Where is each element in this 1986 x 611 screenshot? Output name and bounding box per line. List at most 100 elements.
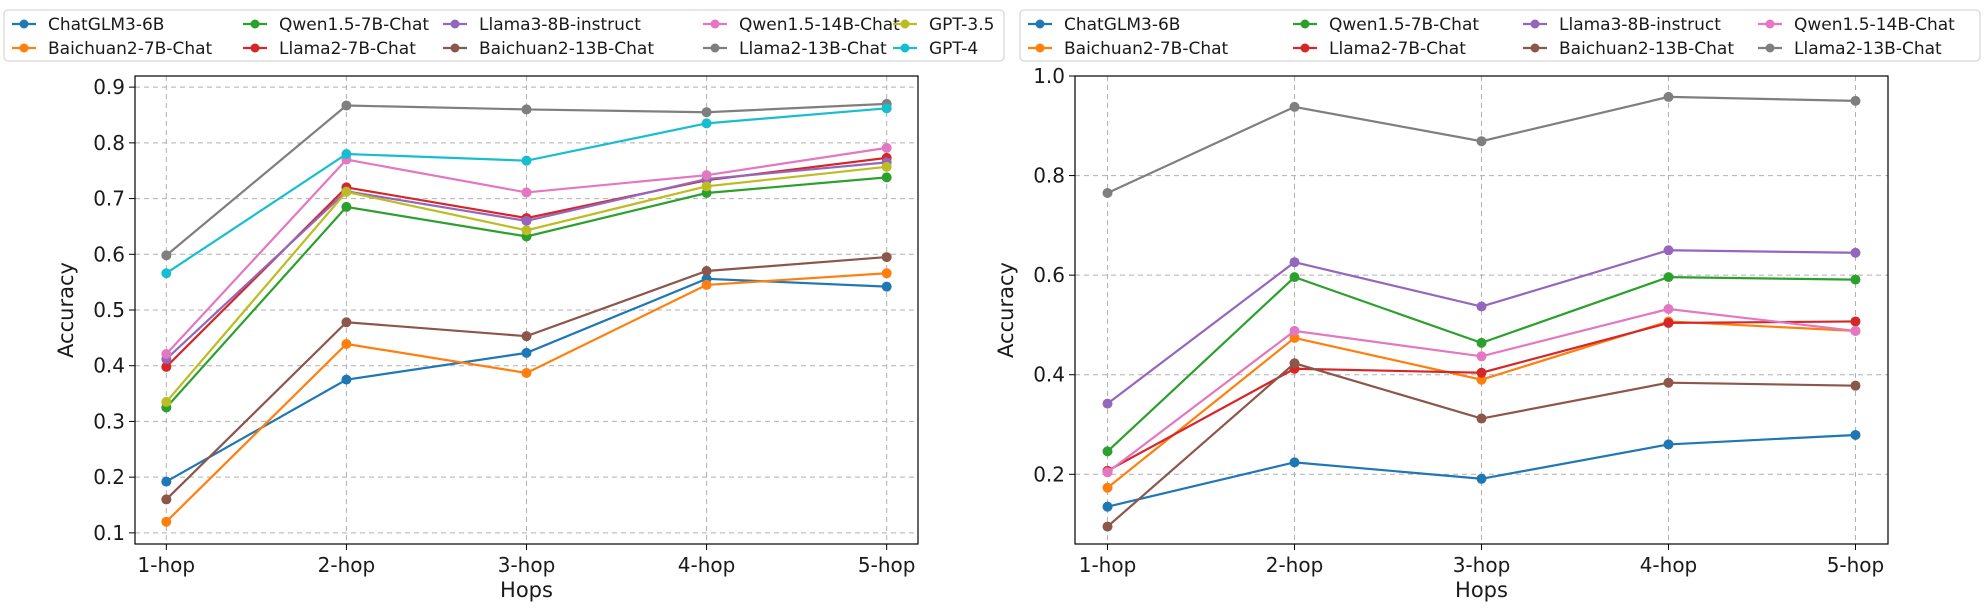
- right-chart: 0.2 0.4 0.6 0.8 1.0 1-hop 2-hop 3-hop 4-hop 5-hop…: [994, 9, 1981, 602]
- series-qwen1-5-14b-chat: [1102, 304, 1861, 478]
- data-point: [521, 215, 532, 226]
- legend-label: Qwen1.5-14B-Chat: [739, 15, 900, 35]
- legend-item: Qwen1.5-14B-Chat: [1758, 15, 1955, 35]
- legend-marker: [710, 43, 720, 53]
- legend-item: Qwen1.5-7B-Chat: [1293, 15, 1479, 35]
- data-point: [161, 250, 172, 261]
- data-point: [161, 494, 172, 505]
- legend-marker: [1765, 19, 1775, 29]
- series-llama2-13b-chat: [1102, 91, 1861, 198]
- data-point: [1850, 429, 1861, 440]
- series-llama3-8b-instruct: [1102, 245, 1861, 409]
- series-gpt-3-5: [161, 161, 892, 407]
- data-point: [521, 347, 532, 358]
- data-point: [1289, 257, 1300, 268]
- legend-item: Llama3-8B-instruct: [443, 15, 641, 35]
- data-point: [881, 281, 892, 292]
- legend-marker: [19, 19, 29, 29]
- data-point: [161, 361, 172, 372]
- y-tick-label: 1.0: [1033, 64, 1065, 88]
- legend-item: Llama2-7B-Chat: [243, 39, 416, 59]
- legend-item: GPT-3.5: [893, 15, 994, 35]
- data-point: [701, 118, 712, 129]
- legend-item: Baichuan2-13B-Chat: [443, 39, 654, 59]
- data-point: [701, 170, 712, 181]
- legend-marker: [1765, 43, 1775, 53]
- data-point: [1289, 358, 1300, 369]
- legend-marker: [250, 43, 260, 53]
- legend-label: GPT-4: [929, 39, 978, 59]
- legend-item: Llama2-13B-Chat: [703, 39, 887, 59]
- data-point: [521, 331, 532, 342]
- data-point: [701, 266, 712, 276]
- legend-label: Baichuan2-7B-Chat: [1064, 39, 1229, 59]
- data-point: [1663, 317, 1674, 328]
- x-axis-label: Hops: [1455, 578, 1508, 602]
- legend-label: Qwen1.5-14B-Chat: [1794, 15, 1955, 35]
- legend-marker: [1035, 19, 1045, 29]
- legend-item: ChatGLM3-6B: [1028, 15, 1180, 35]
- data-point: [1476, 413, 1487, 424]
- legend-item: Baichuan2-7B-Chat: [1028, 39, 1229, 59]
- legend-box: [1019, 9, 1981, 62]
- y-tick-label: 0.2: [1033, 462, 1065, 486]
- legend-marker: [250, 19, 260, 29]
- data-point: [1663, 91, 1674, 102]
- data-point: [1102, 501, 1113, 512]
- y-axis-label: Accuracy: [54, 262, 78, 358]
- data-point: [341, 338, 352, 349]
- data-point: [521, 187, 532, 198]
- data-point: [1289, 457, 1300, 468]
- legend-item: Baichuan2-7B-Chat: [12, 39, 213, 59]
- data-point: [1289, 272, 1300, 283]
- legend-item: Llama3-8B-instruct: [1523, 15, 1721, 35]
- legend-label: Llama2-7B-Chat: [1329, 39, 1466, 59]
- x-tick-label: 3-hop: [498, 553, 556, 577]
- legend-item: Llama2-7B-Chat: [1293, 39, 1466, 59]
- x-tick-label: 1-hop: [138, 553, 196, 577]
- data-point: [341, 201, 352, 212]
- data-point: [161, 396, 172, 407]
- grid: [135, 76, 918, 544]
- legend-marker: [1035, 43, 1045, 53]
- data-point: [1102, 467, 1113, 478]
- data-point: [1850, 247, 1861, 258]
- legend-item: GPT-4: [893, 39, 978, 59]
- data-point: [1850, 274, 1861, 285]
- data-point: [881, 252, 892, 263]
- legend-item: Qwen1.5-14B-Chat: [703, 15, 900, 35]
- data-point: [161, 476, 172, 487]
- legend-label: GPT-3.5: [929, 15, 994, 35]
- data-point: [881, 161, 892, 172]
- y-tick-label: 0.6: [93, 242, 125, 266]
- data-point: [1102, 446, 1113, 457]
- legend-marker: [710, 19, 720, 29]
- legend-item: Qwen1.5-7B-Chat: [243, 15, 429, 35]
- series-gpt-4: [161, 103, 892, 279]
- y-tick-label: 0.1: [93, 521, 125, 545]
- data-point: [1476, 301, 1487, 312]
- data-point: [1102, 188, 1113, 198]
- data-point: [341, 317, 352, 328]
- legend-item: Llama2-13B-Chat: [1758, 39, 1942, 59]
- data-point: [881, 268, 892, 279]
- y-tick-label: 0.7: [93, 187, 125, 211]
- legend-label: ChatGLM3-6B: [48, 15, 164, 35]
- left-chart: 0.1 0.2 0.3 0.4 0.5 0.6 0.7 0.8 0.9 1-hop 2-hop 3-h…: [3, 9, 1005, 602]
- data-point: [161, 516, 172, 527]
- data-point: [521, 155, 532, 166]
- data-point: [1476, 351, 1487, 362]
- series-llama2-13b-chat: [161, 98, 892, 261]
- data-point: [341, 186, 352, 197]
- legend: ChatGLM3-6B Baichuan2-7B-Chat Qwen1.5-7B-C…: [1019, 9, 1981, 62]
- series-baichuan2-13b-chat: [1102, 358, 1861, 532]
- data-point: [1289, 332, 1300, 343]
- data-point: [1663, 272, 1674, 283]
- legend-marker: [1530, 19, 1540, 29]
- legend-label: Baichuan2-7B-Chat: [48, 39, 213, 59]
- data-point: [1850, 316, 1861, 327]
- legend-label: Llama2-13B-Chat: [1794, 39, 1942, 59]
- y-tick-label: 0.8: [93, 131, 125, 155]
- legend-label: Llama3-8B-instruct: [1559, 15, 1721, 35]
